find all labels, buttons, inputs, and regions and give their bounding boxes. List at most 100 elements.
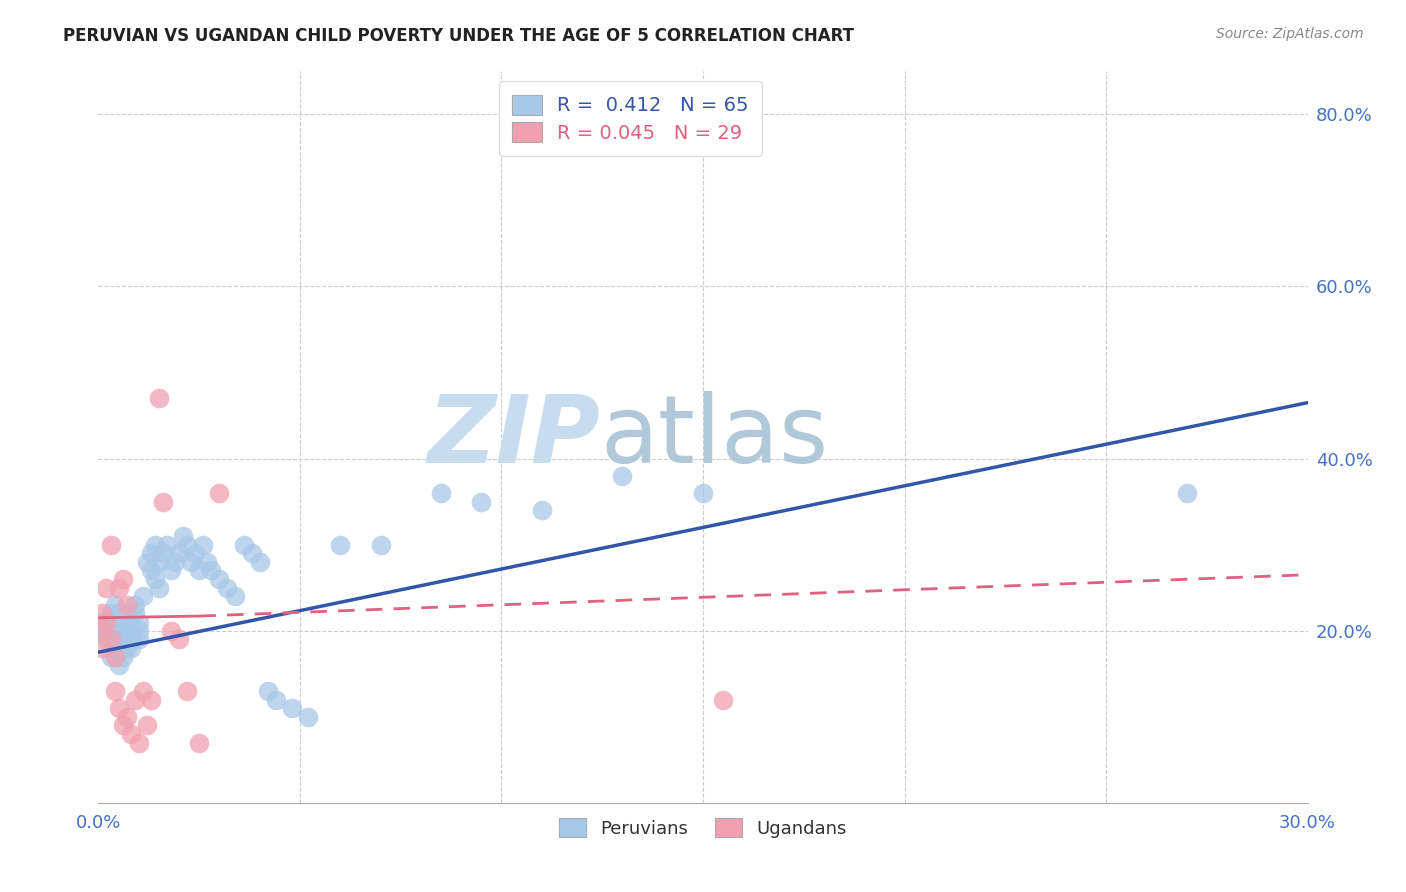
- Point: [96, 632, 118, 647]
- Text: Source: ZipAtlas.com: Source: ZipAtlas.com: [1216, 27, 1364, 41]
- Point: [103, 684, 125, 698]
- Point: [240, 546, 263, 560]
- Point: [188, 735, 211, 749]
- Point: [132, 589, 155, 603]
- Point: [120, 624, 142, 638]
- Point: [470, 494, 492, 508]
- Point: [115, 632, 138, 647]
- Point: [1175, 486, 1198, 500]
- Point: [530, 503, 553, 517]
- Point: [370, 538, 392, 552]
- Point: [91, 615, 114, 629]
- Point: [148, 581, 170, 595]
- Point: [107, 581, 129, 595]
- Point: [120, 727, 142, 741]
- Point: [96, 615, 118, 629]
- Point: [96, 624, 118, 638]
- Point: [107, 632, 129, 647]
- Point: [430, 486, 453, 500]
- Point: [107, 607, 129, 621]
- Point: [208, 572, 231, 586]
- Point: [692, 486, 714, 500]
- Point: [224, 589, 246, 603]
- Point: [180, 555, 202, 569]
- Point: [188, 564, 211, 578]
- Point: [111, 649, 134, 664]
- Point: [167, 632, 190, 647]
- Point: [128, 632, 150, 647]
- Point: [111, 615, 134, 629]
- Point: [100, 649, 122, 664]
- Y-axis label: Child Poverty Under the Age of 5: Child Poverty Under the Age of 5: [0, 301, 8, 574]
- Point: [612, 468, 634, 483]
- Point: [329, 538, 352, 552]
- Point: [135, 555, 157, 569]
- Point: [128, 735, 150, 749]
- Text: ZIP: ZIP: [427, 391, 600, 483]
- Point: [152, 546, 174, 560]
- Point: [100, 607, 122, 621]
- Point: [297, 710, 319, 724]
- Point: [167, 546, 190, 560]
- Point: [264, 692, 287, 706]
- Point: [249, 555, 271, 569]
- Point: [124, 607, 146, 621]
- Point: [195, 555, 218, 569]
- Point: [91, 640, 114, 655]
- Point: [139, 564, 162, 578]
- Point: [100, 632, 122, 647]
- Point: [143, 572, 166, 586]
- Text: atlas: atlas: [600, 391, 828, 483]
- Legend: Peruvians, Ugandans: Peruvians, Ugandans: [551, 811, 855, 845]
- Point: [172, 529, 194, 543]
- Text: PERUVIAN VS UGANDAN CHILD POVERTY UNDER THE AGE OF 5 CORRELATION CHART: PERUVIAN VS UGANDAN CHILD POVERTY UNDER …: [63, 27, 855, 45]
- Point: [103, 649, 125, 664]
- Point: [115, 710, 138, 724]
- Point: [176, 538, 198, 552]
- Point: [152, 494, 174, 508]
- Point: [208, 486, 231, 500]
- Point: [91, 607, 114, 621]
- Point: [281, 701, 304, 715]
- Point: [111, 624, 134, 638]
- Point: [132, 684, 155, 698]
- Point: [148, 555, 170, 569]
- Point: [103, 624, 125, 638]
- Point: [200, 564, 222, 578]
- Point: [139, 692, 162, 706]
- Point: [148, 392, 170, 406]
- Point: [156, 538, 179, 552]
- Point: [91, 624, 114, 638]
- Point: [120, 632, 142, 647]
- Point: [103, 640, 125, 655]
- Point: [103, 598, 125, 612]
- Point: [115, 598, 138, 612]
- Point: [256, 684, 278, 698]
- Point: [115, 615, 138, 629]
- Point: [107, 701, 129, 715]
- Point: [115, 640, 138, 655]
- Point: [143, 538, 166, 552]
- Point: [139, 546, 162, 560]
- Point: [184, 546, 207, 560]
- Point: [124, 692, 146, 706]
- Point: [124, 598, 146, 612]
- Point: [135, 718, 157, 732]
- Point: [111, 572, 134, 586]
- Point: [115, 607, 138, 621]
- Point: [160, 624, 183, 638]
- Point: [176, 684, 198, 698]
- Point: [96, 581, 118, 595]
- Point: [163, 555, 186, 569]
- Point: [232, 538, 254, 552]
- Point: [217, 581, 239, 595]
- Point: [100, 538, 122, 552]
- Point: [160, 564, 183, 578]
- Point: [107, 658, 129, 673]
- Point: [711, 692, 734, 706]
- Point: [193, 538, 215, 552]
- Point: [128, 615, 150, 629]
- Point: [111, 718, 134, 732]
- Point: [120, 640, 142, 655]
- Point: [128, 624, 150, 638]
